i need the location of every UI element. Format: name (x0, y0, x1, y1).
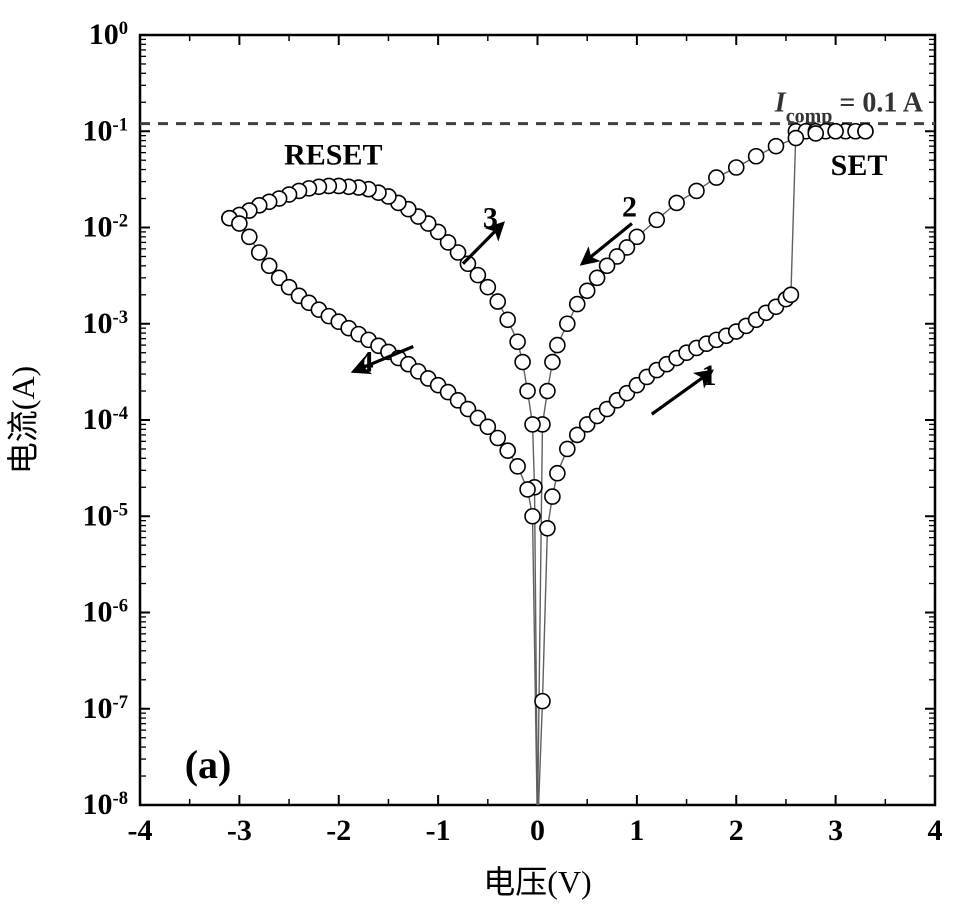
svg-text:RESET: RESET (284, 139, 382, 172)
svg-text:SET: SET (831, 149, 888, 182)
svg-text:(a): (a) (185, 742, 232, 787)
svg-text:电压(V): 电压(V) (483, 864, 591, 900)
svg-text:3: 3 (483, 202, 498, 235)
svg-text:1: 1 (629, 814, 644, 847)
svg-text:4: 4 (928, 814, 943, 847)
iv-curve-chart: -4-3-2-101234电压(V)10-810-710-610-510-410… (0, 0, 979, 923)
svg-text:-1: -1 (426, 814, 451, 847)
svg-text:-3: -3 (227, 814, 252, 847)
svg-text:1: 1 (701, 359, 716, 392)
svg-text:3: 3 (828, 814, 843, 847)
svg-text:4: 4 (359, 345, 374, 378)
svg-text:2: 2 (729, 814, 744, 847)
svg-text:-2: -2 (326, 814, 351, 847)
svg-text:0: 0 (530, 814, 545, 847)
svg-text:2: 2 (622, 191, 637, 224)
svg-text:电流(A): 电流(A) (5, 366, 41, 474)
svg-text:-4: -4 (128, 814, 153, 847)
